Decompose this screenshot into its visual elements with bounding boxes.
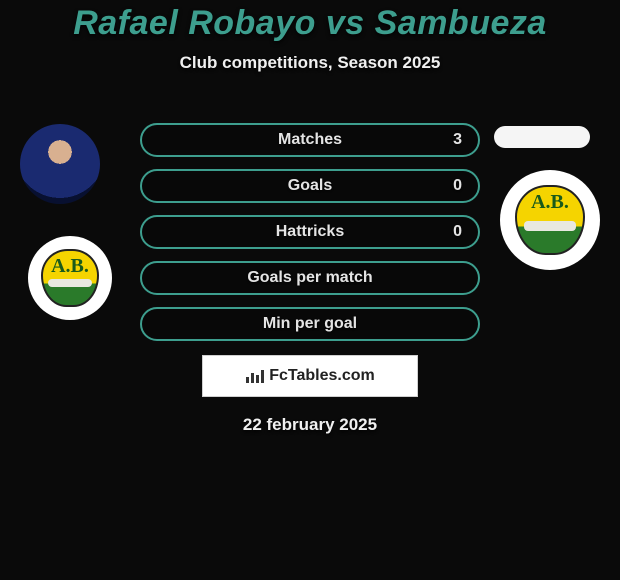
page-title: Rafael Robayo vs Sambueza: [0, 4, 620, 43]
stat-label: Goals: [288, 177, 332, 195]
page-date: 22 february 2025: [0, 415, 620, 435]
stat-value: 0: [453, 223, 462, 241]
stat-row-hattricks: Hattricks 0: [140, 215, 480, 249]
stats-list: Matches 3 Goals 0 Hattricks 0 Goals per …: [0, 123, 620, 435]
chart-icon: [245, 368, 265, 384]
stat-label: Matches: [278, 131, 342, 149]
stat-value: 3: [453, 131, 462, 149]
stat-label: Min per goal: [263, 315, 357, 333]
stat-label: Goals per match: [247, 269, 372, 287]
stat-row-min-per-goal: Min per goal: [140, 307, 480, 341]
stat-row-goals: Goals 0: [140, 169, 480, 203]
page-subtitle: Club competitions, Season 2025: [0, 53, 620, 73]
watermark: FcTables.com: [202, 355, 418, 397]
stat-row-matches: Matches 3: [140, 123, 480, 157]
stat-row-goals-per-match: Goals per match: [140, 261, 480, 295]
stat-value: 0: [453, 177, 462, 195]
stat-label: Hattricks: [276, 223, 344, 241]
watermark-text: FcTables.com: [269, 367, 375, 385]
